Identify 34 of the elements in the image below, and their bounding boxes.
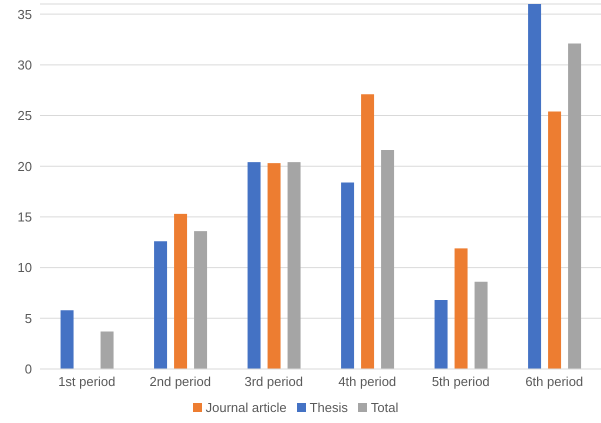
- bar: [194, 231, 208, 369]
- bar: [100, 331, 114, 369]
- bar: [568, 44, 582, 369]
- y-tick-label: 35: [18, 6, 32, 22]
- bar: [341, 182, 354, 369]
- y-tick-label: 30: [18, 57, 32, 72]
- x-tick-label: 1st period: [58, 374, 116, 390]
- x-tick-label: 4th period: [338, 374, 396, 390]
- bar: [288, 162, 301, 369]
- x-tick-label: 3rd period: [244, 374, 304, 390]
- bar: [474, 282, 488, 369]
- y-tick-label: 10: [18, 260, 32, 276]
- bar: [60, 310, 74, 369]
- x-tick-label: 6th period: [525, 374, 584, 390]
- x-tick-label: 5th period: [432, 374, 490, 390]
- bar: [268, 163, 281, 369]
- y-tick-label: 15: [18, 210, 32, 225]
- bar: [528, 4, 542, 369]
- y-tick-label: 5: [24, 310, 32, 326]
- bar: [174, 214, 188, 369]
- legend-label: Thesis: [310, 400, 348, 415]
- bar: [154, 241, 168, 369]
- y-tick-label: 25: [18, 108, 32, 124]
- bar: [548, 111, 562, 369]
- bar: [434, 300, 448, 369]
- legend-label: Journal article: [206, 400, 287, 415]
- bar: [381, 150, 394, 369]
- bar: [361, 94, 374, 369]
- y-tick-label: 0: [24, 362, 32, 377]
- y-tick-label: 20: [18, 158, 32, 174]
- legend-label: Total: [370, 400, 398, 415]
- bar: [454, 248, 468, 369]
- bar: [248, 162, 261, 369]
- x-tick-label: 2nd period: [150, 374, 211, 390]
